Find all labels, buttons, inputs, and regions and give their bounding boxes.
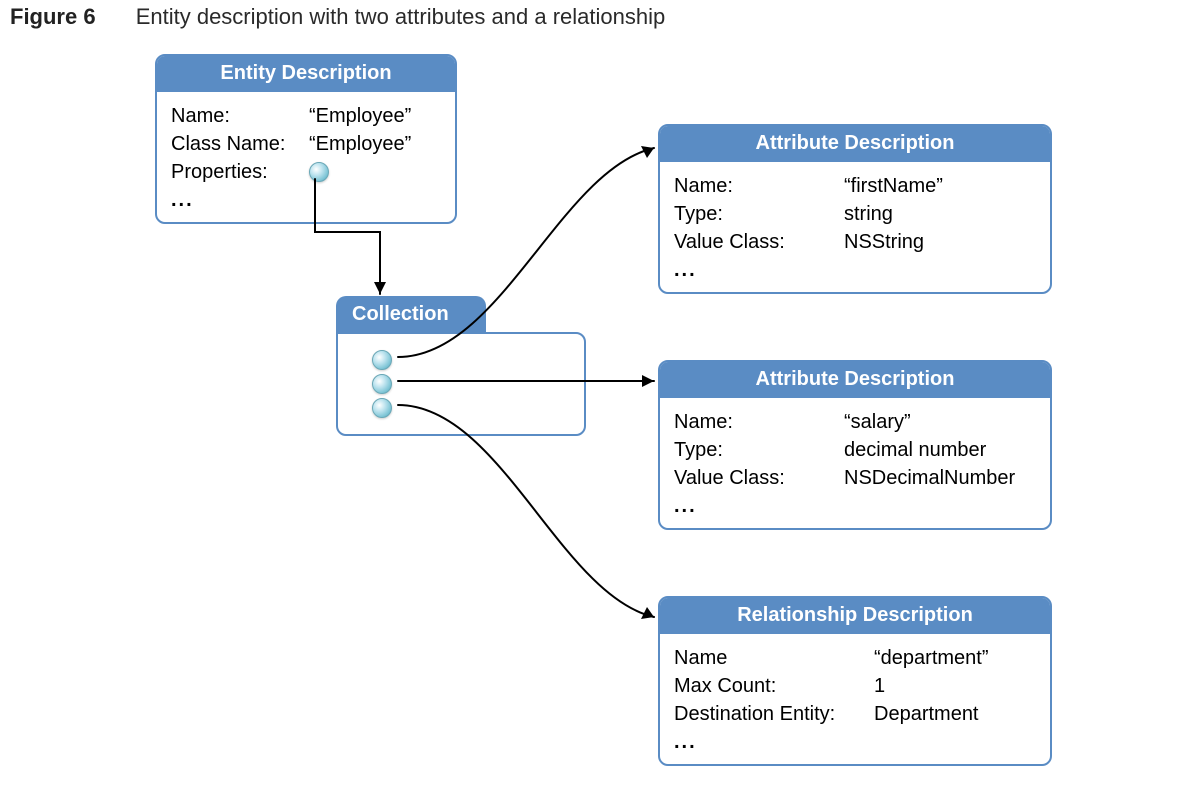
attr2-header: Attribute Description: [660, 362, 1050, 398]
rel-maxcount-value: 1: [874, 672, 885, 700]
rel-row-destentity: Destination Entity: Department: [674, 700, 1036, 728]
attr2-body: Name: “salary” Type: decimal number Valu…: [660, 398, 1050, 528]
rel-name-label: Name: [674, 644, 874, 672]
entity-class-label: Class Name:: [171, 130, 309, 158]
diagram-stage: Figure 6 Entity description with two att…: [0, 0, 1190, 792]
entity-box-header: Entity Description: [157, 56, 455, 92]
entity-row-properties: Properties:: [171, 158, 441, 186]
attr1-type-value: string: [844, 200, 893, 228]
rel-body: Name “department” Max Count: 1 Destinati…: [660, 634, 1050, 764]
attr1-body: Name: “firstName” Type: string Value Cla…: [660, 162, 1050, 292]
attr2-name-label: Name:: [674, 408, 844, 436]
figure-heading: Figure 6 Entity description with two att…: [10, 4, 1180, 30]
entity-name-value: “Employee”: [309, 102, 411, 130]
attr2-valueclass-label: Value Class:: [674, 464, 844, 492]
attr2-type-label: Type:: [674, 436, 844, 464]
rel-row-maxcount: Max Count: 1: [674, 672, 1036, 700]
entity-description-box: Entity Description Name: “Employee” Clas…: [155, 54, 457, 224]
rel-header: Relationship Description: [660, 598, 1050, 634]
attr2-valueclass-value: NSDecimalNumber: [844, 464, 1015, 492]
attr1-row-name: Name: “firstName”: [674, 172, 1036, 200]
rel-ellipsis: ...: [674, 728, 1036, 756]
rel-destentity-value: Department: [874, 700, 979, 728]
attr1-name-value: “firstName”: [844, 172, 943, 200]
attr2-row-name: Name: “salary”: [674, 408, 1036, 436]
attr2-ellipsis: ...: [674, 492, 1036, 520]
attr1-valueclass-value: NSString: [844, 228, 924, 256]
collection-body: [336, 332, 586, 436]
attr1-header: Attribute Description: [660, 126, 1050, 162]
collection-header: Collection: [336, 296, 486, 332]
attr2-type-value: decimal number: [844, 436, 986, 464]
entity-class-value: “Employee”: [309, 130, 411, 158]
rel-maxcount-label: Max Count:: [674, 672, 874, 700]
edge-collection-to-rel: [398, 405, 654, 617]
attr1-name-label: Name:: [674, 172, 844, 200]
port-icon: [372, 374, 392, 394]
collection-port-row-2: [372, 372, 564, 396]
attr2-name-value: “salary”: [844, 408, 911, 436]
port-icon: [372, 398, 392, 418]
entity-properties-label: Properties:: [171, 158, 309, 186]
entity-name-label: Name:: [171, 102, 309, 130]
collection-port-row-1: [372, 348, 564, 372]
entity-box-body: Name: “Employee” Class Name: “Employee” …: [157, 92, 455, 222]
entity-row-class: Class Name: “Employee”: [171, 130, 441, 158]
port-icon: [309, 162, 329, 182]
rel-name-value: “department”: [874, 644, 989, 672]
attr1-ellipsis: ...: [674, 256, 1036, 284]
entity-row-name: Name: “Employee”: [171, 102, 441, 130]
attr2-row-valueclass: Value Class: NSDecimalNumber: [674, 464, 1036, 492]
attr2-row-type: Type: decimal number: [674, 436, 1036, 464]
rel-row-name: Name “department”: [674, 644, 1036, 672]
attr1-type-label: Type:: [674, 200, 844, 228]
attribute-description-1-box: Attribute Description Name: “firstName” …: [658, 124, 1052, 294]
entity-ellipsis: ...: [171, 186, 441, 214]
figure-label: Figure 6: [10, 4, 96, 29]
attr1-row-type: Type: string: [674, 200, 1036, 228]
collection-port-row-3: [372, 396, 564, 420]
rel-destentity-label: Destination Entity:: [674, 700, 874, 728]
attr1-valueclass-label: Value Class:: [674, 228, 844, 256]
attr1-row-valueclass: Value Class: NSString: [674, 228, 1036, 256]
collection-box: Collection: [336, 296, 586, 436]
attribute-description-2-box: Attribute Description Name: “salary” Typ…: [658, 360, 1052, 530]
port-icon: [372, 350, 392, 370]
relationship-description-box: Relationship Description Name “departmen…: [658, 596, 1052, 766]
figure-caption: Entity description with two attributes a…: [136, 4, 666, 29]
